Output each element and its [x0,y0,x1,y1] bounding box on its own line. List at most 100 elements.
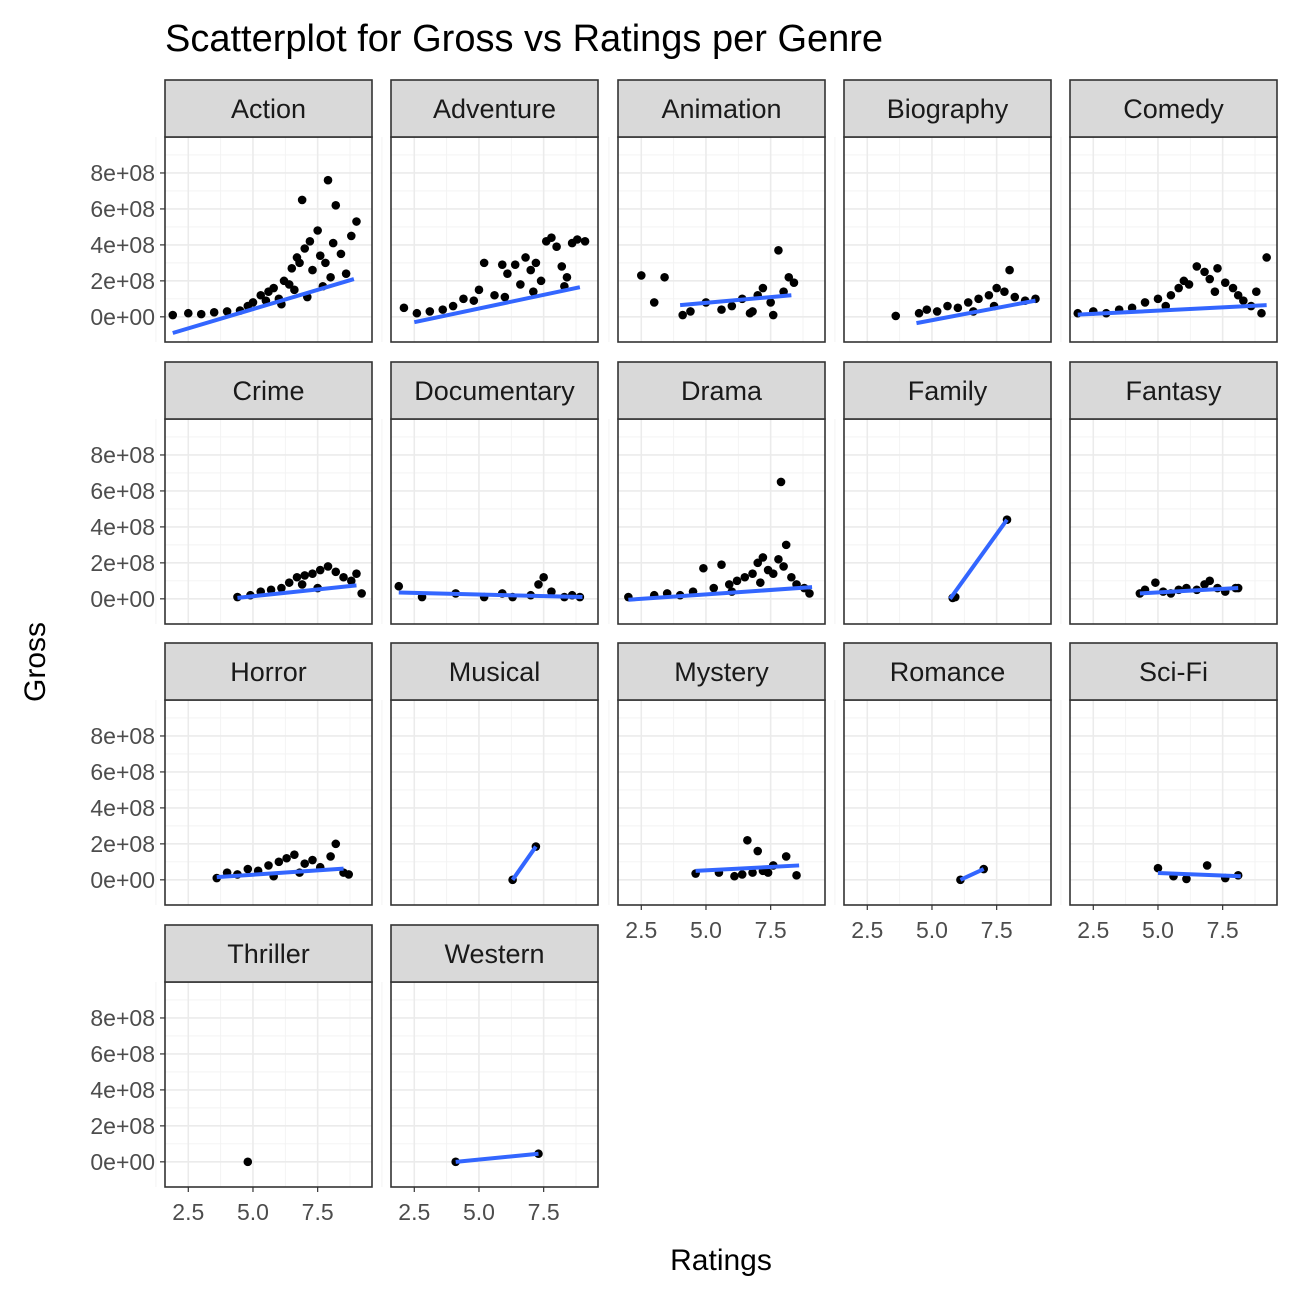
facet-strip [1069,361,1278,420]
data-point [352,569,361,578]
data-point [315,565,325,575]
facet-label-horror: Horror [230,657,307,687]
data-point [269,283,278,293]
y-tick-label: 4e+08 [90,232,155,258]
data-point [717,305,726,314]
y-tick-label: 6e+08 [90,478,155,504]
data-point [323,562,333,571]
data-point [274,857,284,867]
trend-line [1077,303,1267,317]
facet-label-action: Action [231,94,306,124]
facet-horror: Horror 0e+00 2e+08 4e+08 6e+08 8e+08 [90,642,373,906]
data-point [1151,578,1160,587]
trend-line [216,866,344,880]
data-point [781,852,791,861]
data-point [336,249,346,259]
trend-line [237,583,357,600]
data-point [243,1157,253,1167]
y-tick-label: 4e+08 [90,514,155,540]
facet-label-musical: Musical [449,657,541,687]
data-point [552,242,561,251]
data-point [557,262,567,271]
y-tick-label: 8e+08 [90,442,155,468]
x-tick-label: 7.5 [528,1199,560,1225]
trend-line [959,867,985,882]
data-point [339,572,348,582]
trend-line [1139,586,1239,596]
data-point [399,303,409,313]
panel-background [391,137,598,342]
data-point [297,580,307,589]
data-point [290,285,299,295]
x-tick-label: 5.0 [690,917,722,943]
facet-sci-fi: Sci-Fi 2.5 5.0 7.5 [1060,642,1278,943]
trend-line [679,293,792,308]
x-tick-label: 5.0 [237,1199,269,1225]
data-point [1252,287,1261,296]
data-point [412,308,422,318]
data-point [516,280,525,289]
data-point [529,287,538,296]
facet-action: Action 0e+00 2e+08 4e+08 6e+08 8e+08 [90,79,373,343]
data-point [497,260,507,269]
data-point [774,245,783,255]
data-point [660,272,669,282]
data-point [469,296,479,305]
data-point [914,308,924,318]
facet-strip [843,79,1052,138]
facet-strip [843,642,1052,701]
data-point [503,269,512,278]
data-point [300,244,310,253]
y-tick-label: 2e+08 [90,550,155,576]
data-point [1153,863,1163,873]
data-point [943,301,952,311]
x-tick-label: 7.5 [1207,917,1239,943]
facet-western: Western 2.5 5.0 7.5 [381,924,599,1225]
data-point [313,226,322,235]
facet-biography: Biography [834,79,1052,343]
facet-strip [390,361,599,420]
data-point [768,310,778,320]
facet-label-comedy: Comedy [1123,94,1224,124]
panel-background [391,700,598,905]
y-tick-label: 6e+08 [90,759,155,785]
facet-label-romance: Romance [890,657,1006,687]
y-tick-label: 8e+08 [90,723,155,749]
y-tick-label: 2e+08 [90,831,155,857]
data-point [308,265,317,275]
data-point [984,290,994,300]
data-point [781,540,791,550]
data-point [1005,265,1014,275]
facet-drama: Drama [608,361,826,625]
data-point [732,576,742,586]
facet-strip [1069,642,1278,701]
data-point [394,581,404,591]
data-point [536,276,546,286]
data-point [547,587,556,596]
x-axis-title: Ratings [670,1244,772,1277]
data-point [315,251,325,260]
data-point [1192,262,1202,271]
facet-label-sci-fi: Sci-Fi [1139,657,1208,687]
data-point [792,871,801,880]
data-point [300,571,310,580]
y-tick-label: 0e+00 [90,304,155,330]
data-point [222,307,232,316]
facet-musical: Musical [381,642,599,906]
panel-background [165,137,372,342]
data-point [264,861,273,870]
data-point [1182,874,1191,884]
x-tick-label: 2.5 [398,1199,430,1225]
facet-family: Family [834,361,1052,625]
data-point [580,236,590,246]
data-point [678,310,687,320]
data-point [284,578,294,587]
data-point [347,576,356,586]
data-point [789,278,799,287]
chart-title: Scatterplot for Gross vs Ratings per Gen… [165,18,883,60]
facet-thriller: Thriller 0e+00 2e+08 4e+08 6e+08 8e+08 2.5 5.0 7… [90,924,373,1225]
panel-background [391,982,598,1187]
data-point [328,238,338,248]
facet-fantasy: Fantasy [1060,361,1278,625]
data-point [521,253,530,262]
